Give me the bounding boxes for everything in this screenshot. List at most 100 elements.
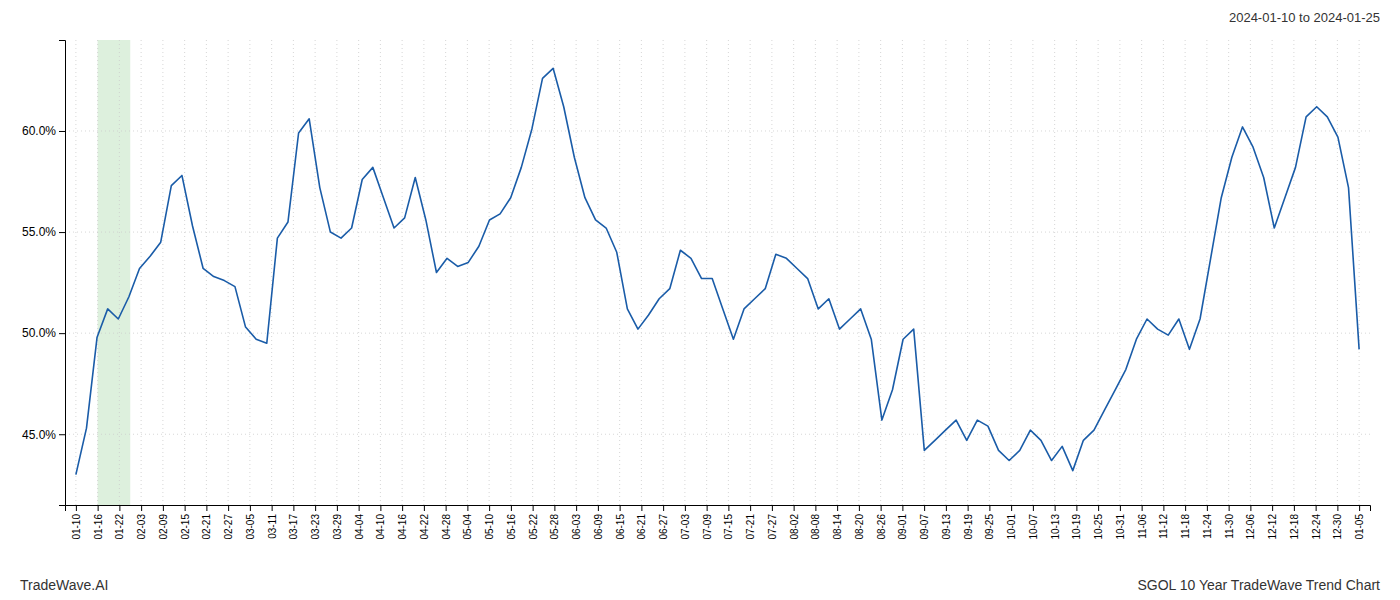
grid-line-x — [489, 40, 490, 505]
annotation: TradeWave.AI — [20, 577, 108, 593]
x-tick-mark — [119, 505, 120, 511]
x-tick: 06-15 — [615, 505, 626, 540]
x-tick-mark — [794, 505, 795, 511]
grid — [65, 40, 1370, 505]
x-tick-label: 03-23 — [310, 514, 321, 540]
x-tick-mark — [1098, 505, 1099, 511]
x-tick: 04-28 — [441, 505, 452, 540]
x-tick-mark — [1076, 505, 1077, 511]
grid-line-x — [641, 40, 642, 505]
x-tick-label: 03-17 — [288, 514, 299, 540]
x-tick: 04-10 — [375, 505, 386, 540]
x-tick-mark — [968, 505, 969, 511]
x-tick-mark — [1250, 505, 1251, 511]
x-tick-mark — [467, 505, 468, 511]
grid-line-x — [1163, 40, 1164, 505]
x-tick-label: 07-03 — [680, 514, 691, 540]
x-tick: 07-21 — [745, 505, 756, 540]
x-tick-mark — [185, 505, 186, 511]
x-tick: 11-24 — [1202, 505, 1213, 539]
x-axis-line — [66, 506, 1371, 512]
shaded-region — [98, 40, 131, 505]
x-tick: 09-13 — [941, 505, 952, 540]
y-tick-label: 60.0% — [22, 124, 56, 138]
grid-line-x — [837, 40, 838, 505]
x-tick-label: 09-25 — [984, 514, 995, 540]
x-tick-mark — [402, 505, 403, 511]
grid-line-x — [945, 40, 946, 505]
x-tick-mark — [1033, 505, 1034, 511]
plot-area: 01-1001-1601-2202-0302-0902-1502-2102-27… — [22, 40, 1371, 540]
grid-line-x — [162, 40, 163, 505]
x-tick: 03-23 — [310, 505, 321, 540]
x-tick-label: 08-02 — [789, 514, 800, 540]
x-tick-mark — [576, 505, 577, 511]
x-tick: 05-28 — [549, 505, 560, 540]
grid-line-x — [1359, 40, 1360, 505]
x-tick-mark — [859, 505, 860, 511]
x-tick: 03-29 — [332, 505, 343, 540]
grid-line-x — [1315, 40, 1316, 505]
x-tick: 11-18 — [1180, 505, 1191, 539]
x-tick: 04-04 — [354, 505, 365, 540]
grid-line-x — [293, 40, 294, 505]
grid-line-x — [1119, 40, 1120, 505]
x-tick-label: 05-28 — [549, 514, 560, 540]
grid-line-x — [1337, 40, 1338, 505]
y-tick: 55.0% — [22, 225, 65, 239]
x-tick: 10-19 — [1071, 505, 1082, 540]
x-tick: 02-27 — [223, 505, 234, 540]
grid-line-x — [1250, 40, 1251, 505]
x-tick: 03-11 — [267, 505, 278, 539]
x-tick-mark — [750, 505, 751, 511]
grid-line-x — [1032, 40, 1033, 505]
x-tick-label: 08-20 — [854, 514, 865, 540]
x-tick-mark — [989, 505, 990, 511]
grid-line-y — [65, 130, 1370, 131]
x-tick-mark — [641, 505, 642, 511]
x-tick: 05-10 — [484, 505, 495, 540]
x-tick-label: 08-26 — [876, 514, 887, 540]
y-tick: 45.0% — [22, 428, 65, 442]
y-tick-label: 45.0% — [22, 428, 56, 442]
grid-line-x — [1098, 40, 1099, 505]
y-tick: 60.0% — [22, 124, 65, 138]
grid-line-x — [467, 40, 468, 505]
x-tick-label: 02-15 — [180, 514, 191, 540]
x-tick-label: 01-16 — [93, 514, 104, 540]
x-tick: 05-22 — [528, 505, 539, 540]
x-tick-label: 07-15 — [723, 514, 734, 540]
x-tick-mark — [228, 505, 229, 511]
x-tick-mark — [76, 505, 77, 511]
x-tick-mark — [837, 505, 838, 511]
x-tick: 06-09 — [593, 505, 604, 540]
x-tick-mark — [1337, 505, 1338, 511]
x-tick-label: 08-14 — [832, 514, 843, 540]
x-tick-label: 11-30 — [1224, 514, 1235, 539]
x-tick-label: 01-05 — [1354, 514, 1365, 540]
x-tick-label: 02-21 — [201, 514, 212, 540]
x-tick: 06-21 — [636, 505, 647, 540]
grid-line-x — [271, 40, 272, 505]
x-tick-mark — [1163, 505, 1164, 511]
x-tick-mark — [1207, 505, 1208, 511]
x-tick-label: 04-04 — [354, 514, 365, 540]
x-tick: 07-27 — [767, 505, 778, 540]
x-tick-mark — [163, 505, 164, 511]
x-tick-label: 01-22 — [114, 514, 125, 540]
x-tick-label: 02-27 — [223, 514, 234, 540]
grid-line-x — [445, 40, 446, 505]
grid-line-x — [1228, 40, 1229, 505]
x-tick: 07-03 — [680, 505, 691, 540]
x-tick-mark — [1185, 505, 1186, 511]
x-tick-mark — [446, 505, 447, 511]
grid-line-x — [1076, 40, 1077, 505]
x-tick: 08-14 — [832, 505, 843, 540]
grid-line-x — [184, 40, 185, 505]
x-tick-label: 04-28 — [441, 514, 452, 540]
x-tick-mark — [663, 505, 664, 511]
x-tick: 10-25 — [1093, 505, 1104, 540]
x-tick-label: 08-08 — [810, 514, 821, 540]
x-tick: 09-19 — [963, 505, 974, 540]
y-tick-label: 50.0% — [22, 326, 56, 340]
